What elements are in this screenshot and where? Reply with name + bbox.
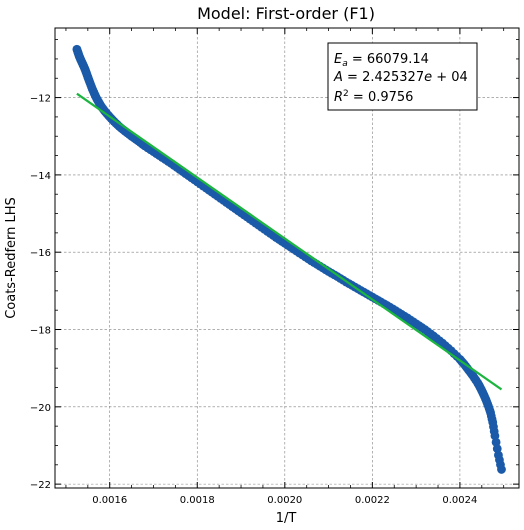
annotation-a: A = 2.425327e + 04 xyxy=(333,70,468,85)
x-tick-label: 0.0016 xyxy=(92,495,127,506)
axis-ticks xyxy=(55,28,519,488)
fit-line xyxy=(76,92,503,391)
annotation-box xyxy=(327,42,478,111)
x-tick-label: 0.0020 xyxy=(267,495,302,506)
annotation-r2: R2 = 0.9756 xyxy=(334,89,413,105)
x-tick-label: 0.0018 xyxy=(180,495,215,506)
y-tick-label: −12 xyxy=(30,94,51,105)
x-axis-label: 1/T xyxy=(276,511,297,526)
plot-frame xyxy=(54,27,520,489)
data-point xyxy=(497,465,506,474)
y-tick-label: −22 xyxy=(30,480,51,491)
y-tick-label: −16 xyxy=(30,248,51,259)
annotation-ea: Ea = 66079.14 xyxy=(334,52,429,69)
tick-labels: 0.0016 0.0018 0.0020 0.0022 0.0024 −22 −20 −18 −… xyxy=(30,94,478,506)
y-tick-label: −18 xyxy=(30,326,51,337)
y-tick-label: −20 xyxy=(30,403,51,414)
stats-annotation: Ea = 66079.14 A = 2.425327e + 04 R2 = 0.… xyxy=(327,42,478,111)
chart-title: Model: First-order (F1) xyxy=(197,4,375,23)
x-tick-label: 0.0022 xyxy=(355,495,390,506)
x-tick-label: 0.0024 xyxy=(442,495,477,506)
y-tick-label: −14 xyxy=(30,171,51,182)
y-axis-label: Coats-Redfern LHS xyxy=(4,197,19,319)
series-layer xyxy=(72,44,506,474)
